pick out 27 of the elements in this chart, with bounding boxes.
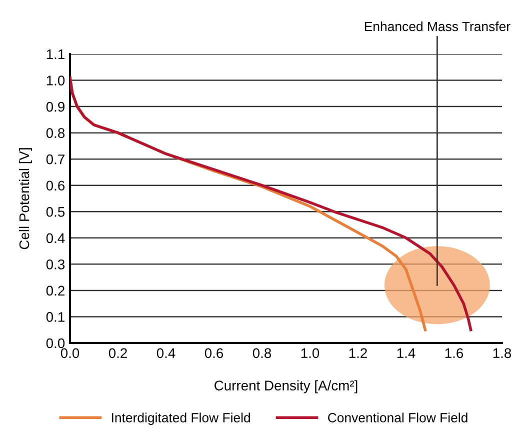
x-tick-label: 1.0 [301,348,320,358]
y-tick-label: 0.9 [46,102,64,112]
y-tick-label: 0.3 [46,260,65,270]
y-tick-label: 0.5 [46,206,65,217]
y-tick-label: 0.6 [46,180,65,191]
x-tick-label: 0.0 [60,348,80,358]
y-tick-label: 0.4 [46,233,65,244]
legend-label: Interdigitated Flow Field [112,412,250,425]
y-tick-label: 0.2 [46,286,64,296]
x-axis-title: Current Density [A/cm²] [214,380,358,394]
x-tick-label: 0.6 [204,348,224,358]
y-tick-label: 1.1 [46,49,64,60]
x-tick-label: 1.8 [493,348,512,358]
x-tick-label: 1.2 [349,348,367,358]
y-tick-label: 1.0 [46,76,65,86]
y-tick-label: 0.8 [46,128,65,138]
x-tick-label: 1.4 [397,348,416,358]
x-tick-label: 1.6 [445,348,464,358]
x-tick-label: 0.4 [156,348,176,358]
y-axis-title: Cell Potential [V] [18,148,32,250]
ref-line-label: Enhanced Mass Transfer [364,21,510,32]
y-tick-label: 0.1 [46,312,64,322]
x-tick-label: 0.2 [108,348,127,358]
y-tick-label: 0.0 [46,338,65,348]
x-tick-label: 0.8 [252,348,272,358]
y-tick-label: 0.7 [46,154,64,164]
legend-label: Conventional Flow Field [328,412,468,422]
